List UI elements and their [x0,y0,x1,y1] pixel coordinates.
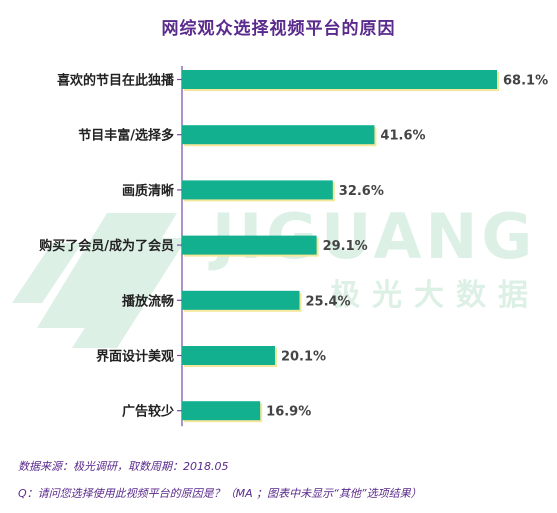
category-label: 广告较少 [122,404,174,420]
watermark-logo-icon [12,213,187,348]
watermark-subtitle: 极光大数据 [330,278,540,313]
data-label: 68.1% [503,74,548,89]
category-label: 播放流畅 [122,293,174,309]
data-label: 25.4% [305,294,350,309]
bar [182,235,317,255]
bar [182,180,333,200]
chart-title: 网综观众选择视频平台的原因 [161,19,396,39]
data-label: 16.9% [266,405,311,420]
data-label: 20.1% [281,350,326,365]
bar [182,346,275,365]
data-label: 29.1% [323,239,368,254]
source-note: 数据来源：极光调研，取数周期：2018.05 [18,460,229,473]
category-label: 界面设计美观 [96,349,174,365]
data-label: 41.6% [380,129,425,144]
category-label: 节目丰富/选择多 [78,128,174,144]
category-label: 购买了会员/成为了会员 [39,238,174,254]
bar [182,70,497,89]
data-label: 32.6% [339,184,384,199]
category-label: 画质清晰 [122,183,174,199]
bar [182,401,261,421]
bar [182,290,300,310]
question-note: Q：请问您选择使用此视频平台的原因是？（MA ；图表中未显示“其他”选项结果） [18,487,422,500]
category-label: 喜欢的节目在此独播 [57,73,175,89]
bar [182,125,375,145]
